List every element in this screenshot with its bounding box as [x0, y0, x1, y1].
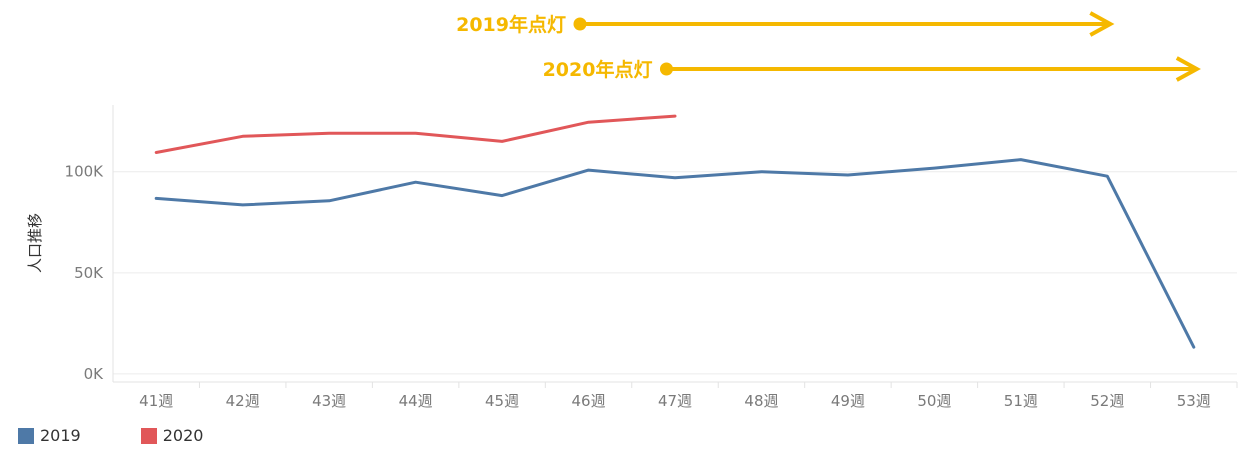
y-tick-label: 50K	[74, 264, 104, 282]
x-tick-label: 52週	[1090, 392, 1124, 410]
legend-swatch-2019	[18, 427, 34, 444]
series-line-2020	[154, 114, 677, 154]
legend-item-2020[interactable]: 2020	[140, 426, 204, 445]
x-tick-label: 51週	[1004, 392, 1038, 410]
x-tick-label: 46週	[571, 392, 605, 410]
x-tick-label: 48週	[744, 392, 778, 410]
x-tick-label: 45週	[485, 392, 519, 410]
annotation-arrow-head	[1089, 11, 1115, 37]
x-tick-label: 43週	[312, 392, 346, 410]
x-tick-label: 44週	[399, 392, 433, 410]
series-line-2019	[154, 158, 1196, 349]
annotation-label: 2019年点灯	[456, 13, 566, 36]
annotation-label: 2020年点灯	[543, 58, 653, 81]
annotation-arrow-head	[1175, 56, 1201, 82]
grid-layer	[113, 171, 1237, 375]
y-axis-label: 人口推移	[26, 213, 44, 273]
x-tick-label: 42週	[226, 392, 260, 410]
x-tick-label: 41週	[139, 392, 173, 410]
x-tick-label: 49週	[831, 392, 865, 410]
legend-label-2019: 2019	[40, 426, 81, 445]
axis-layer: 0K 50K 100K 41週 42週 43週 44週 45週 46週 47週 48週 49週 50週 5…	[65, 105, 1238, 410]
series-layer	[154, 114, 1196, 349]
y-tick-label: 0K	[84, 365, 105, 383]
annotation-layer: 2019年点灯 2020年点灯	[456, 11, 1201, 82]
x-tick-label: 50週	[917, 392, 951, 410]
legend: 2019 2020	[18, 426, 263, 445]
legend-swatch-2020	[140, 427, 157, 444]
x-tick-label: 47週	[658, 392, 692, 410]
legend-label-2020: 2020	[162, 426, 204, 445]
legend-item-2019[interactable]: 2019	[18, 426, 81, 445]
x-tick-label: 53週	[1177, 392, 1211, 410]
y-tick-label: 100K	[65, 163, 105, 181]
